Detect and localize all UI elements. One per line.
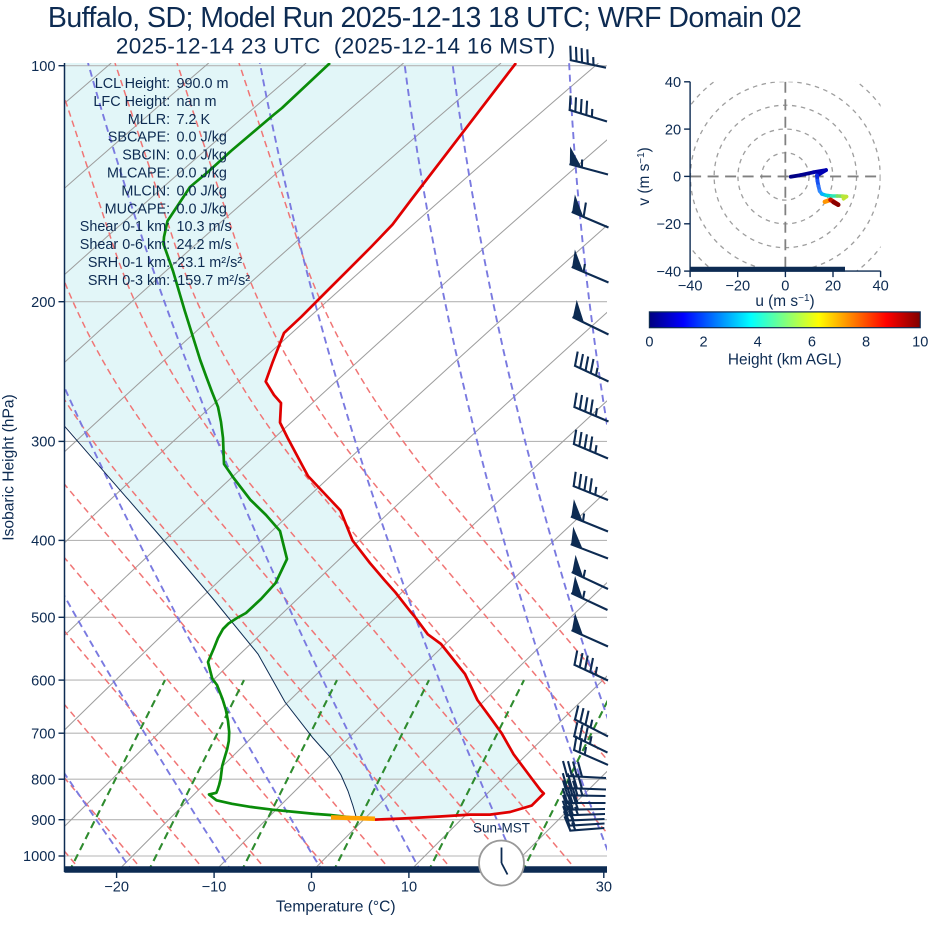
svg-text:2: 2 bbox=[699, 335, 707, 351]
svg-text:20: 20 bbox=[665, 122, 681, 138]
svg-text:100: 100 bbox=[31, 59, 55, 75]
svg-text:0.0 J/kg: 0.0 J/kg bbox=[177, 201, 227, 217]
svg-text:MLLR:: MLLR: bbox=[128, 112, 170, 128]
svg-text:30: 30 bbox=[596, 880, 612, 896]
svg-text:Height (km AGL): Height (km AGL) bbox=[728, 352, 842, 369]
svg-text:−20: −20 bbox=[656, 217, 681, 233]
svg-text:800: 800 bbox=[31, 772, 55, 788]
svg-text:SBCAPE:: SBCAPE: bbox=[108, 130, 170, 146]
svg-text:Shear 0-1 km:: Shear 0-1 km: bbox=[80, 219, 170, 235]
svg-text:400: 400 bbox=[31, 534, 55, 550]
svg-text:SBCIN:: SBCIN: bbox=[122, 148, 170, 164]
svg-text:200: 200 bbox=[31, 295, 55, 311]
svg-text:7.2 K: 7.2 K bbox=[177, 112, 211, 128]
svg-text:−10: −10 bbox=[202, 880, 227, 896]
svg-text:Temperature (°C): Temperature (°C) bbox=[276, 899, 396, 916]
svg-text:LCL Height:: LCL Height: bbox=[95, 76, 170, 92]
svg-text:−40: −40 bbox=[678, 279, 703, 295]
svg-text:10: 10 bbox=[401, 880, 417, 896]
svg-text:−20: −20 bbox=[725, 279, 750, 295]
svg-text:500: 500 bbox=[31, 610, 55, 626]
svg-text:Isobaric Height (hPa): Isobaric Height (hPa) bbox=[1, 394, 18, 540]
svg-text:40: 40 bbox=[665, 75, 681, 91]
svg-text:300: 300 bbox=[31, 435, 55, 451]
svg-text:0: 0 bbox=[673, 170, 681, 186]
svg-text:MUCAPE:: MUCAPE: bbox=[105, 201, 171, 217]
svg-text:0.0 J/kg: 0.0 J/kg bbox=[177, 148, 227, 164]
svg-text:6: 6 bbox=[808, 335, 816, 351]
svg-text:0: 0 bbox=[307, 880, 315, 896]
svg-text:4: 4 bbox=[754, 335, 762, 351]
svg-text:10: 10 bbox=[912, 335, 928, 351]
svg-text:0.0 J/kg: 0.0 J/kg bbox=[177, 130, 227, 146]
svg-text:20: 20 bbox=[825, 279, 841, 295]
svg-text:MLCAPE:: MLCAPE: bbox=[107, 166, 170, 182]
svg-text:600: 600 bbox=[31, 673, 55, 689]
svg-text:0.0 J/kg: 0.0 J/kg bbox=[177, 183, 227, 199]
svg-text:nan m: nan m bbox=[177, 94, 217, 110]
svg-text:8: 8 bbox=[862, 335, 870, 351]
svg-text:0: 0 bbox=[645, 335, 653, 351]
svg-text:-23.1 m²/s²: -23.1 m²/s² bbox=[173, 255, 243, 271]
svg-text:0.0 J/kg: 0.0 J/kg bbox=[177, 166, 227, 182]
svg-text:SRH 0-3 km:: SRH 0-3 km: bbox=[88, 273, 170, 289]
svg-text:SRH 0-1 km:: SRH 0-1 km: bbox=[88, 255, 170, 271]
svg-text:−20: −20 bbox=[104, 880, 129, 896]
svg-text:24.2 m/s: 24.2 m/s bbox=[177, 237, 232, 253]
svg-text:LFC Height:: LFC Height: bbox=[93, 94, 170, 110]
svg-text:900: 900 bbox=[31, 813, 55, 829]
svg-text:990.0 m: 990.0 m bbox=[177, 76, 229, 92]
svg-text:-159.7 m²/s²: -159.7 m²/s² bbox=[173, 273, 251, 289]
svg-text:Shear 0-6 km:: Shear 0-6 km: bbox=[80, 237, 170, 253]
svg-text:700: 700 bbox=[31, 726, 55, 742]
svg-text:Sun-MST: Sun-MST bbox=[473, 821, 530, 836]
svg-text:2025-12-14 23 UTC (2025-12-14: 2025-12-14 23 UTC (2025-12-14 16 MST) bbox=[116, 34, 556, 59]
svg-text:40: 40 bbox=[872, 279, 888, 295]
svg-text:MLCIN:: MLCIN: bbox=[121, 183, 170, 199]
svg-text:Buffalo, SD; Model Run 2025-12: Buffalo, SD; Model Run 2025-12-13 18 UTC… bbox=[48, 2, 801, 34]
svg-text:10.3 m/s: 10.3 m/s bbox=[177, 219, 232, 235]
svg-text:1000: 1000 bbox=[23, 849, 55, 865]
